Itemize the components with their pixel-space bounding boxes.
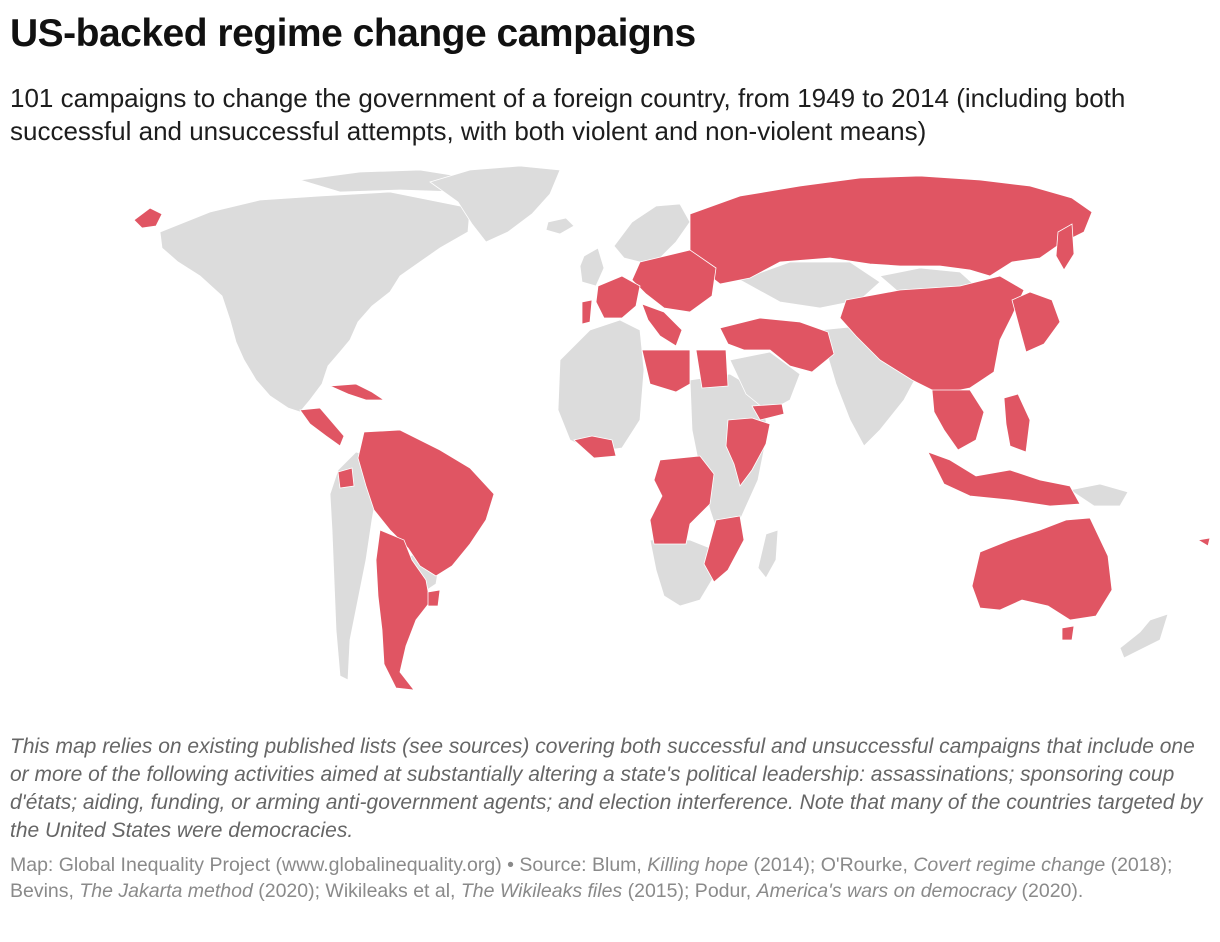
portugal	[581, 299, 593, 325]
methodology-note: This map relies on existing published li…	[10, 735, 1203, 842]
southern-africa	[649, 539, 721, 607]
australia	[971, 517, 1113, 621]
source-title-wikileaks-files: The Wikileaks files	[460, 880, 623, 902]
credit-text-2: (2018); Bevins,	[10, 854, 1173, 902]
new-zealand	[1119, 613, 1169, 659]
north-america	[159, 191, 471, 413]
arabian-peninsula	[729, 351, 801, 413]
new-guinea	[1068, 483, 1129, 507]
egypt	[695, 349, 729, 389]
congo-angola	[649, 455, 715, 545]
mozambique-region	[703, 515, 745, 583]
libya-region	[641, 349, 691, 393]
map-title: US-backed regime change campaigns	[10, 12, 696, 55]
credit-text-4: (2015); Podur,	[622, 880, 757, 902]
iceland	[545, 217, 575, 235]
philippines	[1003, 393, 1031, 453]
world-map	[133, 165, 1211, 691]
source-title-jakarta-method: The Jakarta method	[79, 880, 253, 902]
alaska-region	[133, 207, 163, 229]
source-title-americas-wars: America's wars on democracy	[756, 880, 1017, 902]
scandinavia	[613, 203, 691, 263]
central-asia	[739, 261, 881, 309]
madagascar	[757, 529, 779, 579]
brazil-and-north	[357, 429, 495, 577]
ecuador	[337, 467, 355, 489]
italy-balkans	[641, 303, 683, 347]
uruguay	[427, 589, 441, 607]
source-title-covert-regime-change: Covert regime change	[913, 854, 1106, 876]
source-title-killing-hope: Killing hope	[647, 854, 749, 876]
west-north-africa	[557, 319, 645, 453]
russia	[689, 175, 1093, 285]
cuba-caribbean	[329, 383, 386, 401]
mexico-central-america	[299, 407, 345, 447]
korea-japan	[1011, 291, 1061, 353]
credit-text-5: (2020).	[1016, 880, 1084, 902]
greenland	[429, 165, 561, 243]
yemen	[751, 403, 785, 421]
west-africa-coast	[573, 435, 617, 459]
targeted-land	[133, 175, 1211, 691]
southeast-asia	[931, 389, 985, 451]
map-subtitle: 101 campaigns to change the government o…	[10, 83, 1126, 146]
chile-argentina	[375, 529, 431, 691]
credit-lead: Map: Global Inequality Project (www.glob…	[10, 854, 648, 876]
credit-text-1: (2014); O'Rourke,	[748, 854, 914, 876]
middle-east	[719, 317, 835, 373]
kamchatka-sakhalin	[1055, 223, 1075, 271]
credit-text-3: (2020); Wikileaks et al,	[252, 880, 461, 902]
western-europe	[595, 275, 641, 319]
pacific-islands	[1196, 537, 1211, 547]
china	[839, 275, 1025, 395]
tasmania	[1061, 625, 1075, 641]
indonesia	[927, 451, 1081, 507]
ireland-uk	[579, 247, 605, 287]
horn-of-africa	[725, 417, 771, 487]
source-credits: Map: Global Inequality Project (www.glob…	[10, 852, 1205, 904]
